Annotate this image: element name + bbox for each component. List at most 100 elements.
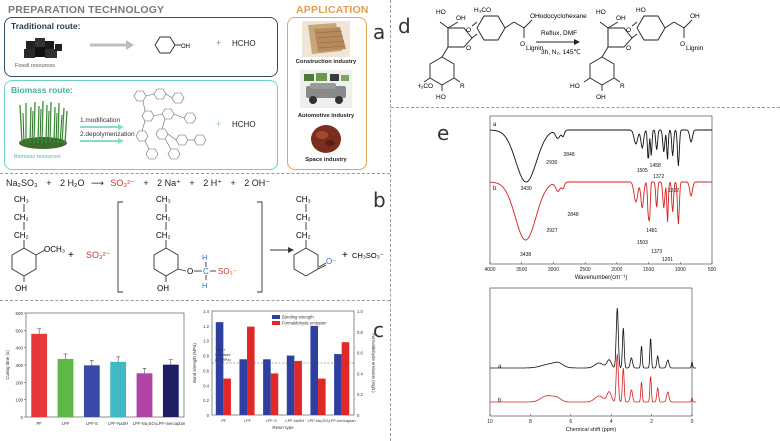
e1-xtick-label: 3000 <box>548 267 559 273</box>
application-title: APPLICATION <box>296 4 369 16</box>
d-left-h3co-top: H₃CO <box>474 7 491 14</box>
c2-bar-bonding <box>215 322 224 415</box>
intermediate-ch2-a: CH₂ <box>156 213 171 222</box>
d-reagent: Iodocyclohexane <box>538 13 587 20</box>
c1-ytick-label: 0 <box>20 415 23 420</box>
e1-peak-label-b: 2927 <box>546 228 557 234</box>
c2-bar-bonding <box>334 354 342 415</box>
divider-d-e <box>391 107 780 108</box>
c2-ytick-right-label: 1.0 <box>357 309 363 314</box>
d-left-ho-1: HO <box>436 9 446 16</box>
c1-bar <box>57 358 74 417</box>
c2-legend-swatch <box>272 315 280 319</box>
c1-ytick-label: 500 <box>15 328 23 333</box>
d-right-o-1: O <box>626 27 631 34</box>
e1-series-a-name: a <box>493 122 497 128</box>
mech-sulfite: SO₃²⁻ <box>86 250 111 260</box>
eq-plus-1: + <box>46 178 52 188</box>
e1-xtick-label: 2000 <box>611 267 622 273</box>
mech-plus-1: + <box>68 250 74 261</box>
biomass-hcho: HCHO <box>232 120 256 129</box>
c2-bar-bonding <box>239 359 248 415</box>
eq-product-h: 2 H⁺ <box>203 178 222 188</box>
d-left-ho-2: HO <box>436 94 446 101</box>
intermediate-o: O <box>187 267 193 276</box>
c2-legend-swatch <box>272 321 280 325</box>
d-right-oh-2: OH <box>690 13 700 20</box>
e1-xlabel: Wavenumber(cm⁻¹) <box>575 275 628 281</box>
d-right-o-2: O <box>626 45 631 52</box>
c2-ytick-label: 1.0 <box>203 339 209 344</box>
d-right-ho-2: HO <box>570 83 580 90</box>
e1-plot-frame <box>489 115 713 265</box>
c2-category-label: LPF-mercaptan <box>329 418 356 423</box>
e1-xtick-label: 4000 <box>484 267 495 273</box>
d-left-r: R <box>460 83 465 90</box>
c2-annotation: Standard <box>215 353 230 357</box>
c2-category-label: LPF <box>244 418 252 423</box>
d-left-oh-1: OH <box>456 15 466 22</box>
c2-ytick-label: 1.2 <box>203 324 209 329</box>
panel-label-b: b <box>373 188 386 212</box>
eq-plus-3: + <box>189 178 195 188</box>
biomass-route-box <box>4 80 278 170</box>
c2-bar-formaldehyde <box>270 373 279 415</box>
eq-reactant-water: 2 H₂O <box>59 178 85 188</box>
e2-series-b-name: b <box>498 398 502 404</box>
reactant-ch3: CH₃ <box>14 195 29 204</box>
construction-image <box>302 21 350 57</box>
c2-annotation: (0.7MPa) <box>215 358 231 362</box>
ftir-spectra-chart: 4000 3500 3000 2500 2000 1500 1000 500 Wavenumbe… <box>484 115 716 281</box>
e1-peak-label-a: 2848 <box>564 152 575 158</box>
c1-category-label: LPF-S <box>86 421 98 426</box>
e1-series-a-line <box>490 129 712 183</box>
mech-byproduct: CH₃SO₃⁻ <box>352 251 384 260</box>
mech-plus-2: + <box>342 250 348 261</box>
e1-peak-label-a: 3430 <box>521 186 532 192</box>
c2-ytick-right-label: 0.2 <box>357 392 363 397</box>
e2-xtick-label: 2 <box>650 419 653 425</box>
e2-xlabel: Chemical shift (ppm) <box>566 427 617 433</box>
d-right-oh-1: OH <box>616 15 626 22</box>
c2-ytick-label: 1.4 <box>203 309 209 314</box>
c2-ytick-right-label: 0 <box>357 413 360 418</box>
c1-ytick-label: 200 <box>15 380 23 385</box>
divider-b-c <box>0 300 390 301</box>
c1-ylabel: Curing time (s) <box>5 350 10 380</box>
c1-ytick-label: 100 <box>15 398 23 403</box>
application-space: Space industry <box>305 157 347 163</box>
c2-ytick-right-label: 0.8 <box>357 330 363 335</box>
nmr-spectra-chart: 10 8 6 4 2 0 Chemical shift (ppm) a b <box>487 287 696 433</box>
c1-category-label: LPF <box>62 421 70 426</box>
e1-peak-label-b: 3438 <box>520 252 531 258</box>
eq-product-na: 2 Na⁺ <box>157 178 181 188</box>
lignin-demethylation-scheme: HO OH H₃CO O O OH O Lignin H₃CO R HO Iod… <box>418 7 704 101</box>
c2-bar-bonding <box>310 325 319 415</box>
space-image <box>311 125 341 153</box>
c2-bar-formaldehyde <box>223 378 231 415</box>
reactant-och3: OCH₃ <box>44 245 65 254</box>
product-ominus: O⁻ <box>326 257 336 266</box>
c2-ytick-label: 0 <box>207 413 210 418</box>
biomass-route-title: Biomass route: <box>11 85 73 95</box>
d-conditions-1: Reflux, DMF <box>541 30 577 37</box>
e2-plot-frame <box>489 287 693 417</box>
c1-category-label: LPF-mercaptan <box>156 421 186 426</box>
traditional-route-title: Traditional route: <box>11 21 81 31</box>
c2-bar-formaldehyde <box>341 342 350 415</box>
e2-xtick-label: 4 <box>610 419 613 425</box>
c1-bar <box>110 361 127 417</box>
panel-label-e: e <box>437 121 450 145</box>
c2-legend-label: Bonding strength <box>282 315 314 320</box>
e2-xtick-label: 10 <box>487 419 493 425</box>
e2-xtick-label: 6 <box>569 419 572 425</box>
c2-ytick-right-label: 0.6 <box>357 351 363 356</box>
biomass-grass-image <box>19 100 68 149</box>
biomass-arrows <box>80 124 124 144</box>
c1-ytick-label: 600 <box>15 311 23 316</box>
d-right-ho-top: HO <box>636 7 646 14</box>
d-right-oh-3: OH <box>596 94 606 101</box>
c2-category-label: LPF-Na₂SO₃ <box>307 418 330 423</box>
e1-series-b-name: b <box>493 186 497 192</box>
e1-peak-label-a: 1505 <box>637 168 648 174</box>
